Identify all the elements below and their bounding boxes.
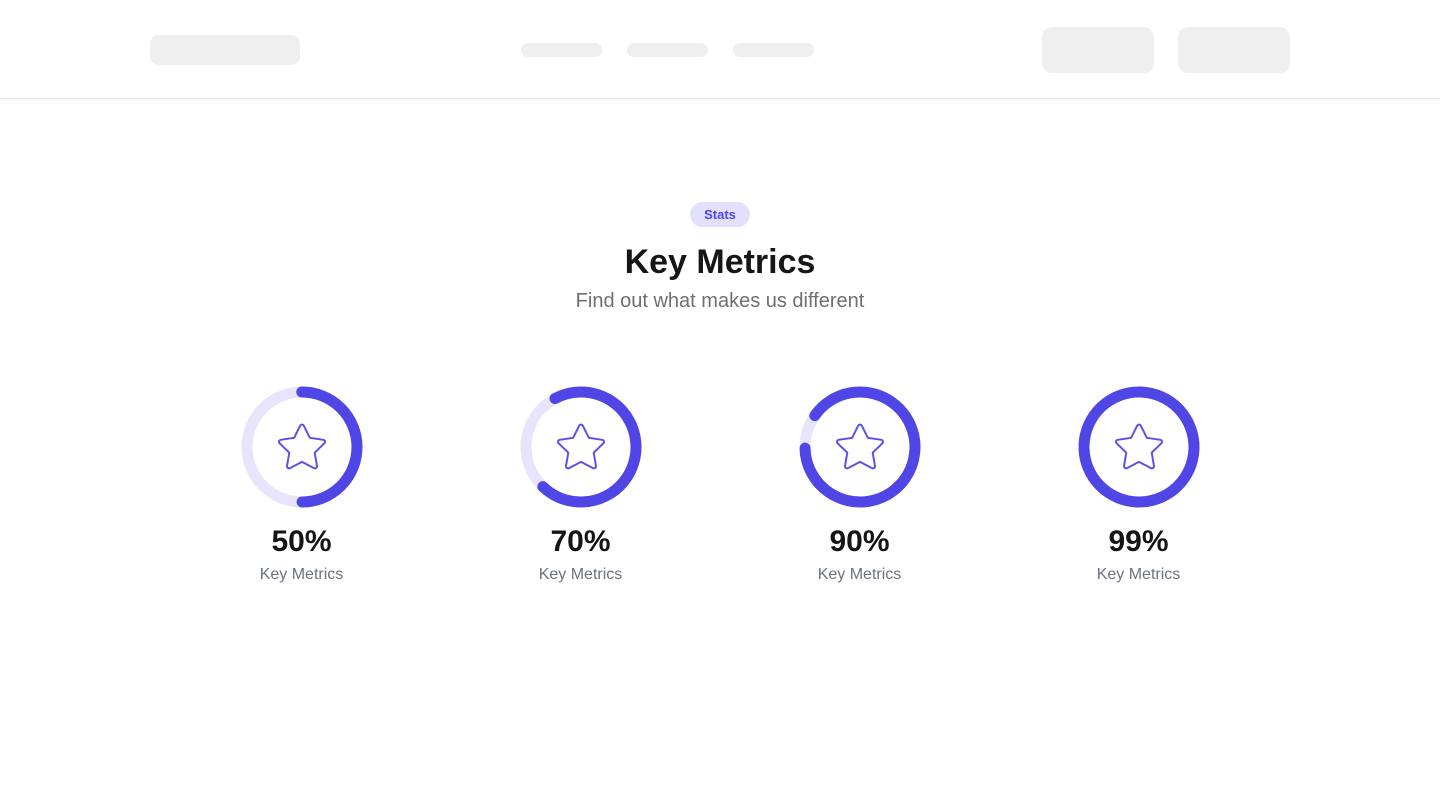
metrics-row: 50% Key Metrics 70% Key Metrics xyxy=(0,386,1440,583)
star-icon xyxy=(835,423,884,470)
logo-placeholder xyxy=(150,35,300,65)
header-action-button-2[interactable] xyxy=(1178,27,1290,73)
star-icon xyxy=(556,423,605,470)
main-nav xyxy=(521,43,814,57)
nav-link-placeholder-3[interactable] xyxy=(733,43,814,57)
metric-value: 99% xyxy=(1108,525,1169,558)
progress-ring-90 xyxy=(799,386,920,508)
metric-label: Key Metrics xyxy=(817,566,902,583)
progress-ring-99 xyxy=(1078,386,1199,508)
section-subtitle: Find out what makes us different xyxy=(575,290,865,312)
stats-section: Stats Key Metrics Find out what makes us… xyxy=(0,99,1440,583)
metric-value: 90% xyxy=(829,525,890,558)
progress-ring-50 xyxy=(241,386,362,508)
metric-card-70: 70% Key Metrics xyxy=(481,386,681,583)
star-icon xyxy=(277,423,326,470)
section-title: Key Metrics xyxy=(624,243,816,281)
metric-card-50: 50% Key Metrics xyxy=(202,386,402,583)
stats-badge: Stats xyxy=(690,202,750,227)
metric-label: Key Metrics xyxy=(538,566,623,583)
metric-label: Key Metrics xyxy=(259,566,344,583)
nav-link-placeholder-1[interactable] xyxy=(521,43,602,57)
site-header xyxy=(0,0,1440,99)
progress-ring-70 xyxy=(520,386,641,508)
header-action-button-1[interactable] xyxy=(1042,27,1154,73)
metric-value: 50% xyxy=(271,525,332,558)
metric-value: 70% xyxy=(550,525,611,558)
nav-link-placeholder-2[interactable] xyxy=(627,43,708,57)
metric-card-99: 99% Key Metrics xyxy=(1039,386,1239,583)
header-actions xyxy=(1042,27,1290,73)
metric-card-90: 90% Key Metrics xyxy=(760,386,960,583)
metric-label: Key Metrics xyxy=(1096,566,1181,583)
star-icon xyxy=(1114,423,1163,470)
